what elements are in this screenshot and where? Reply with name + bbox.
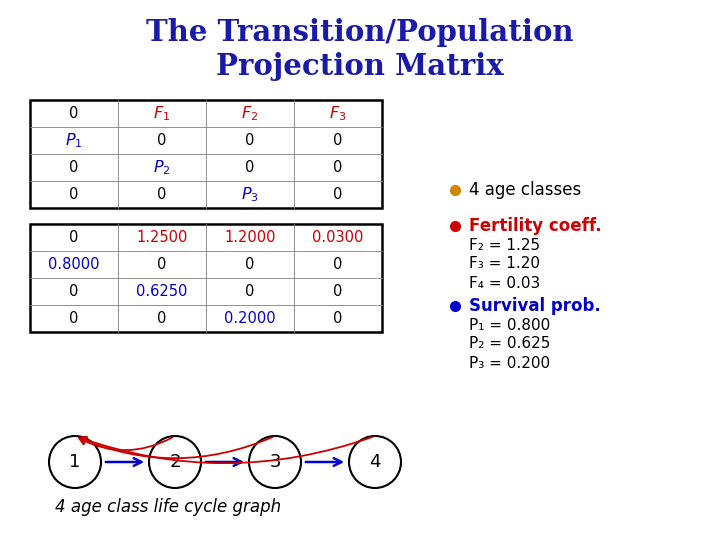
Text: Projection Matrix: Projection Matrix [216, 52, 504, 81]
Text: 4 age classes: 4 age classes [469, 181, 581, 199]
Text: 0: 0 [157, 257, 167, 272]
Text: F₄ = 0.03: F₄ = 0.03 [469, 275, 540, 291]
Text: 0: 0 [246, 284, 255, 299]
Text: 0.2000: 0.2000 [224, 311, 276, 326]
Text: $F_{1}$: $F_{1}$ [153, 104, 171, 123]
Text: $P_{2}$: $P_{2}$ [153, 158, 171, 177]
Text: 1.2500: 1.2500 [136, 230, 188, 245]
Text: 1.2000: 1.2000 [224, 230, 276, 245]
Text: 0: 0 [69, 284, 78, 299]
Text: 4: 4 [369, 453, 381, 471]
Text: 0: 0 [333, 284, 343, 299]
Text: F₃ = 1.20: F₃ = 1.20 [469, 256, 540, 272]
Text: 0: 0 [157, 133, 167, 148]
Bar [30, 224, 382, 332]
Text: 0: 0 [157, 187, 167, 202]
Text: 0: 0 [333, 160, 343, 175]
Text: 0: 0 [333, 187, 343, 202]
FancyArrowPatch shape [79, 437, 272, 458]
Text: 0: 0 [69, 230, 78, 245]
Text: Survival prob.: Survival prob. [469, 297, 600, 315]
Text: 0.6250: 0.6250 [136, 284, 188, 299]
Text: 0: 0 [333, 311, 343, 326]
Text: 1: 1 [69, 453, 81, 471]
Text: $F_{2}$: $F_{2}$ [241, 104, 258, 123]
Text: 0: 0 [246, 257, 255, 272]
Text: P₁ = 0.800: P₁ = 0.800 [469, 318, 550, 333]
Text: F₂ = 1.25: F₂ = 1.25 [469, 238, 540, 253]
Text: P₃ = 0.200: P₃ = 0.200 [469, 355, 550, 370]
Text: 0: 0 [246, 133, 255, 148]
Text: 0.0300: 0.0300 [312, 230, 364, 245]
Text: 0: 0 [333, 133, 343, 148]
Text: 3: 3 [269, 453, 281, 471]
Text: $P_{3}$: $P_{3}$ [241, 185, 259, 204]
Text: 0: 0 [246, 160, 255, 175]
Text: The Transition/Population: The Transition/Population [146, 18, 574, 47]
Bar [30, 100, 382, 208]
Text: 2: 2 [169, 453, 181, 471]
Text: Fertility coeff.: Fertility coeff. [469, 217, 602, 235]
Text: 0: 0 [333, 257, 343, 272]
Text: 0: 0 [69, 187, 78, 202]
FancyArrowPatch shape [79, 437, 372, 463]
Text: $F_{3}$: $F_{3}$ [329, 104, 346, 123]
Text: 0: 0 [157, 311, 167, 326]
FancyArrowPatch shape [79, 437, 173, 450]
Text: 0: 0 [69, 106, 78, 121]
Text: 0.8000: 0.8000 [48, 257, 100, 272]
Text: 4 age class life cycle graph: 4 age class life cycle graph [55, 498, 281, 516]
Text: $P_{1}$: $P_{1}$ [66, 131, 83, 150]
Text: 0: 0 [69, 160, 78, 175]
Text: P₂ = 0.625: P₂ = 0.625 [469, 336, 550, 352]
Text: 0: 0 [69, 311, 78, 326]
